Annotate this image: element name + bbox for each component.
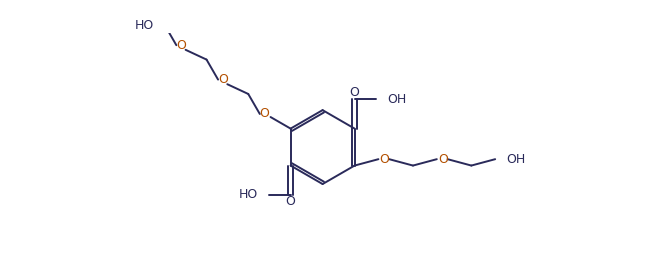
Text: OH: OH bbox=[506, 153, 525, 166]
Text: O: O bbox=[380, 153, 390, 166]
Text: O: O bbox=[286, 195, 295, 208]
Text: O: O bbox=[176, 39, 186, 52]
Text: HO: HO bbox=[135, 19, 154, 32]
Text: OH: OH bbox=[387, 93, 406, 106]
Text: O: O bbox=[218, 73, 228, 86]
Text: O: O bbox=[438, 153, 448, 166]
Text: O: O bbox=[259, 107, 269, 120]
Text: O: O bbox=[349, 86, 359, 99]
Text: HO: HO bbox=[239, 188, 258, 201]
